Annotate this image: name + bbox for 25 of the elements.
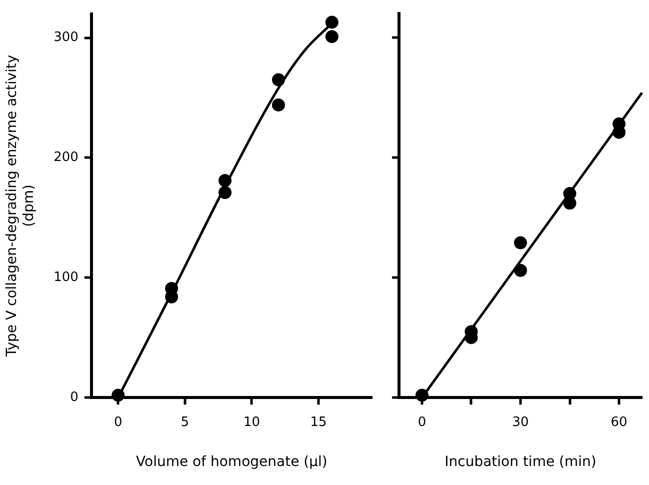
x-tick-label: 10 bbox=[243, 414, 260, 430]
point bbox=[325, 16, 338, 29]
point bbox=[563, 196, 576, 210]
point bbox=[514, 236, 527, 250]
point bbox=[218, 186, 232, 200]
point bbox=[272, 98, 285, 112]
point bbox=[218, 174, 232, 188]
y-tick-label: 100 bbox=[54, 270, 78, 286]
x-tick-label: 0 bbox=[114, 414, 122, 430]
point bbox=[514, 264, 527, 277]
y-tick-label: 0 bbox=[70, 390, 78, 405]
point bbox=[325, 30, 338, 44]
y-axis-title: Type V collagen-degrading enzyme activity (dpm) bbox=[4, 54, 37, 358]
x-tick-label: 15 bbox=[310, 414, 327, 430]
x-tick-label: 30 bbox=[512, 414, 529, 430]
point bbox=[415, 388, 428, 402]
x-axis-title: Incubation time (min) bbox=[444, 454, 596, 470]
point bbox=[112, 388, 125, 402]
x-tick-label: 60 bbox=[610, 414, 628, 430]
x-tick-label: 5 bbox=[180, 414, 190, 430]
x-tick-label: 0 bbox=[418, 414, 426, 430]
point bbox=[272, 73, 285, 86]
y-tick-label: 300 bbox=[54, 30, 78, 46]
y-tick-label: 200 bbox=[54, 150, 78, 166]
x-axis-title: Volume of homogenate (µl) bbox=[136, 454, 328, 470]
